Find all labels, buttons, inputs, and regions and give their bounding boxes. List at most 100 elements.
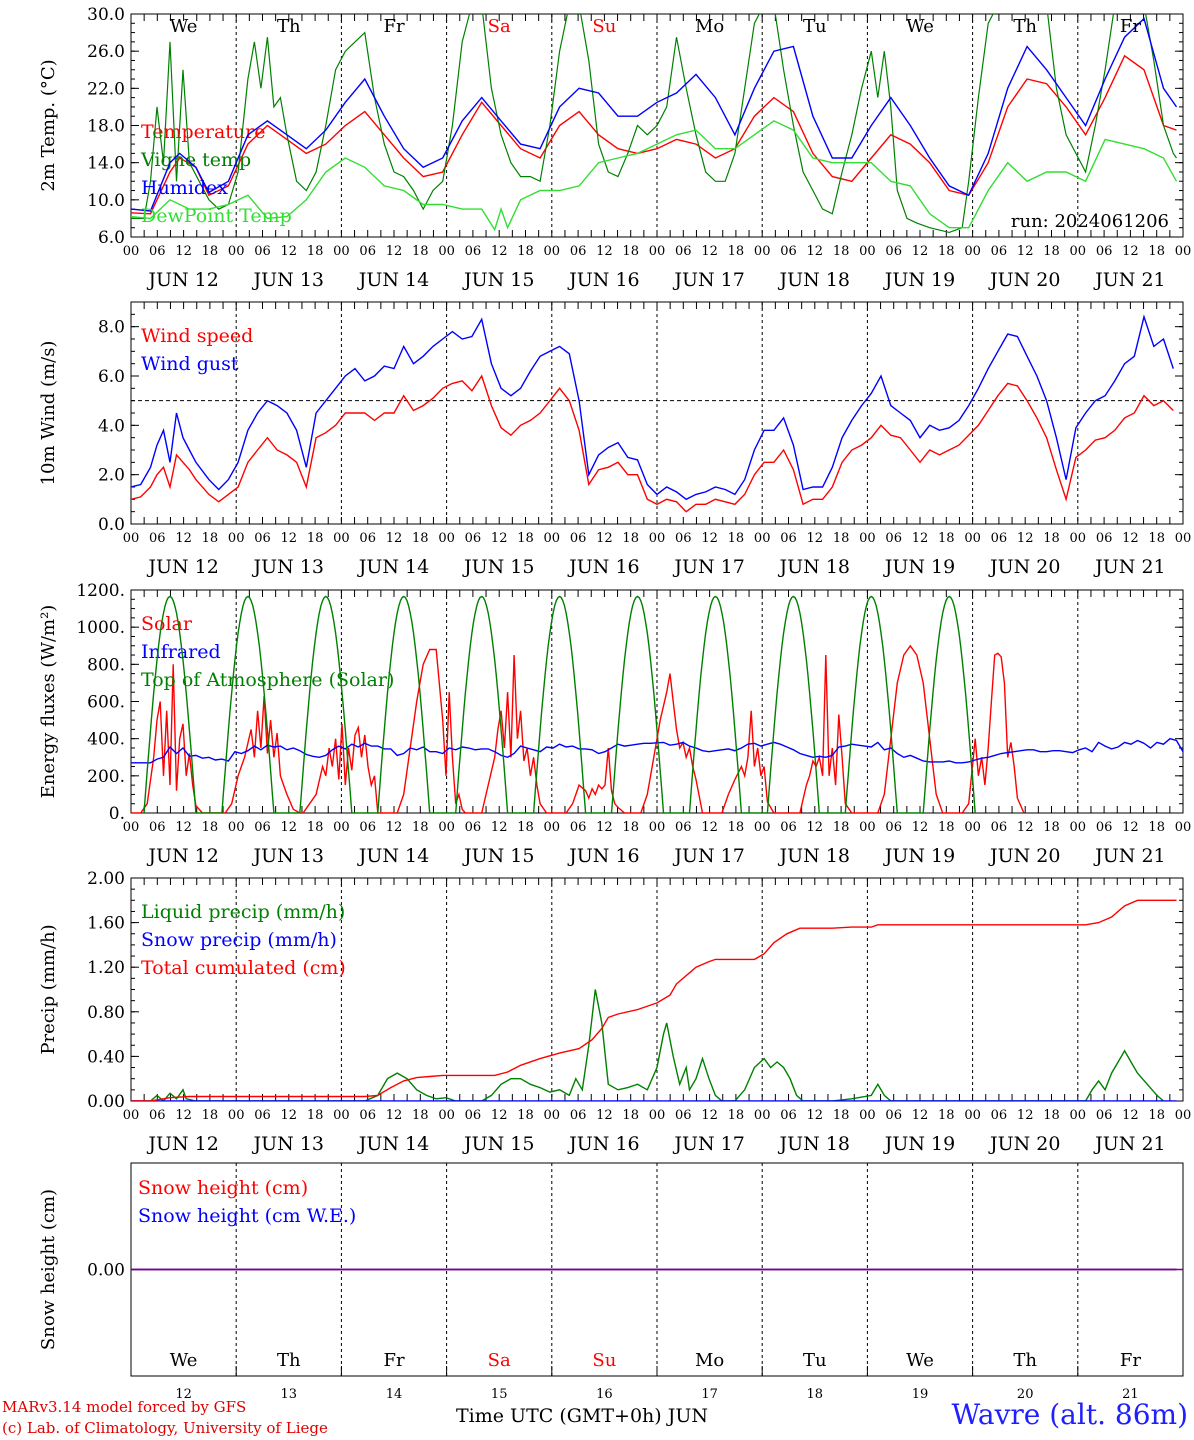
bottom-date-label: 17 xyxy=(701,1387,718,1402)
hour-tick-label: 06 xyxy=(780,531,797,546)
hour-tick-label: 06 xyxy=(359,531,376,546)
hour-tick-label: 12 xyxy=(491,820,508,835)
hour-tick-label: 12 xyxy=(491,244,508,259)
hour-tick-label: 00 xyxy=(859,1108,876,1123)
weekday-label: Sa xyxy=(488,1350,511,1371)
date-label: JUN 15 xyxy=(462,556,534,578)
y-tick-label: 6.0 xyxy=(98,367,125,387)
date-label: JUN 17 xyxy=(672,1133,744,1155)
hour-tick-label: 00 xyxy=(649,820,666,835)
date-label: JUN 12 xyxy=(146,556,218,578)
y-tick-label: 0.00 xyxy=(87,1261,125,1281)
date-label: JUN 19 xyxy=(883,556,955,578)
hour-tick-label: 18 xyxy=(833,820,850,835)
model-credit: MARv3.14 model forced by GFS xyxy=(2,1398,247,1416)
date-label: JUN 12 xyxy=(146,845,218,867)
date-label: JUN 17 xyxy=(672,556,744,578)
hour-tick-label: 12 xyxy=(281,244,298,259)
date-label: JUN 13 xyxy=(252,1133,324,1155)
hour-tick-label: 00 xyxy=(754,820,771,835)
hour-tick-label: 18 xyxy=(938,1108,955,1123)
hour-tick-label: 18 xyxy=(517,531,534,546)
date-label: JUN 21 xyxy=(1093,1133,1165,1155)
run-annotation: run: 2024061206 xyxy=(1011,211,1169,232)
hour-tick-label: 12 xyxy=(386,820,403,835)
hour-tick-label: 18 xyxy=(307,1108,324,1123)
y-axis-label: 2m Temp. (°C) xyxy=(38,59,59,191)
hour-tick-label: 12 xyxy=(1122,531,1139,546)
hour-tick-label: 00 xyxy=(964,244,981,259)
hour-tick-label: 06 xyxy=(465,820,482,835)
hour-tick-label: 06 xyxy=(149,531,166,546)
hour-tick-label: 06 xyxy=(359,820,376,835)
hour-tick-label: 18 xyxy=(1148,531,1165,546)
series-line xyxy=(143,595,976,813)
hour-tick-label: 12 xyxy=(1017,244,1034,259)
legend-entry: Vigne temp xyxy=(140,149,251,171)
hour-tick-label: 06 xyxy=(1096,1108,1113,1123)
hour-tick-label: 12 xyxy=(912,531,929,546)
series-line xyxy=(131,314,1174,501)
hour-tick-label: 18 xyxy=(938,531,955,546)
bottom-date-label: 19 xyxy=(912,1387,929,1402)
station-name: Wavre (alt. 86m) xyxy=(951,1398,1188,1431)
hour-tick-label: 06 xyxy=(570,1108,587,1123)
hour-tick-label: 06 xyxy=(465,1108,482,1123)
hour-tick-label: 00 xyxy=(544,1108,561,1123)
date-label: JUN 19 xyxy=(883,269,955,291)
y-tick-label: 1200. xyxy=(76,581,125,601)
hour-tick-label: 00 xyxy=(438,531,455,546)
weekday-label: Su xyxy=(592,16,616,37)
bottom-date-label: 16 xyxy=(596,1387,613,1402)
hour-tick-label: 18 xyxy=(1043,1108,1060,1123)
date-label: JUN 20 xyxy=(988,269,1060,291)
hour-tick-label: 06 xyxy=(149,820,166,835)
weekday-label: Sa xyxy=(488,16,511,37)
hour-tick-label: 18 xyxy=(517,244,534,259)
date-label: JUN 21 xyxy=(1093,845,1165,867)
legend-entry: Humidex xyxy=(141,177,228,199)
series-line xyxy=(131,737,1183,764)
series-line xyxy=(131,644,1025,813)
hour-tick-label: 06 xyxy=(1096,244,1113,259)
bottom-date-label: 20 xyxy=(1017,1387,1034,1402)
legend-entry: Snow precip (mm/h) xyxy=(141,929,337,951)
weekday-label: We xyxy=(906,1350,934,1371)
hour-tick-label: 00 xyxy=(1175,531,1192,546)
hour-tick-label: 06 xyxy=(1096,820,1113,835)
y-tick-label: 200. xyxy=(87,767,125,787)
weekday-label: We xyxy=(170,16,198,37)
hour-tick-label: 00 xyxy=(859,820,876,835)
legend-entry: Temperature xyxy=(141,121,265,143)
panel-5: 0.00 Snow height (cm) Snow height (cm) Snow… xyxy=(38,1162,1184,1402)
hour-tick-label: 12 xyxy=(1017,820,1034,835)
hour-tick-label: 06 xyxy=(570,531,587,546)
date-label: JUN 18 xyxy=(778,1133,850,1155)
hour-tick-label: 18 xyxy=(728,244,745,259)
hour-tick-label: 18 xyxy=(938,244,955,259)
hour-tick-label: 06 xyxy=(780,1108,797,1123)
hour-tick-label: 18 xyxy=(412,244,429,259)
series-line xyxy=(131,120,1178,232)
date-label: JUN 16 xyxy=(567,1133,639,1155)
y-tick-label: 800. xyxy=(87,655,125,675)
hour-tick-label: 12 xyxy=(1017,531,1034,546)
weekday-label: Th xyxy=(1013,16,1037,37)
hour-tick-label: 06 xyxy=(465,244,482,259)
hour-tick-label: 00 xyxy=(859,531,876,546)
hour-tick-label: 12 xyxy=(596,1108,613,1123)
date-label: JUN 21 xyxy=(1093,269,1165,291)
date-label: JUN 13 xyxy=(252,269,324,291)
hour-tick-label: 00 xyxy=(228,531,245,546)
series-line xyxy=(131,989,1164,1101)
hour-tick-label: 00 xyxy=(1175,1108,1192,1123)
weekday-label: Fr xyxy=(1120,16,1141,37)
weekday-label: We xyxy=(170,1350,198,1371)
hour-tick-label: 18 xyxy=(833,1108,850,1123)
hour-tick-label: 18 xyxy=(517,820,534,835)
y-tick-label: 30.0 xyxy=(87,5,125,25)
legend-entry: Wind speed xyxy=(141,325,253,347)
y-tick-label: 2.0 xyxy=(98,466,125,486)
hour-tick-label: 18 xyxy=(412,531,429,546)
y-tick-label: 8.0 xyxy=(98,318,125,338)
